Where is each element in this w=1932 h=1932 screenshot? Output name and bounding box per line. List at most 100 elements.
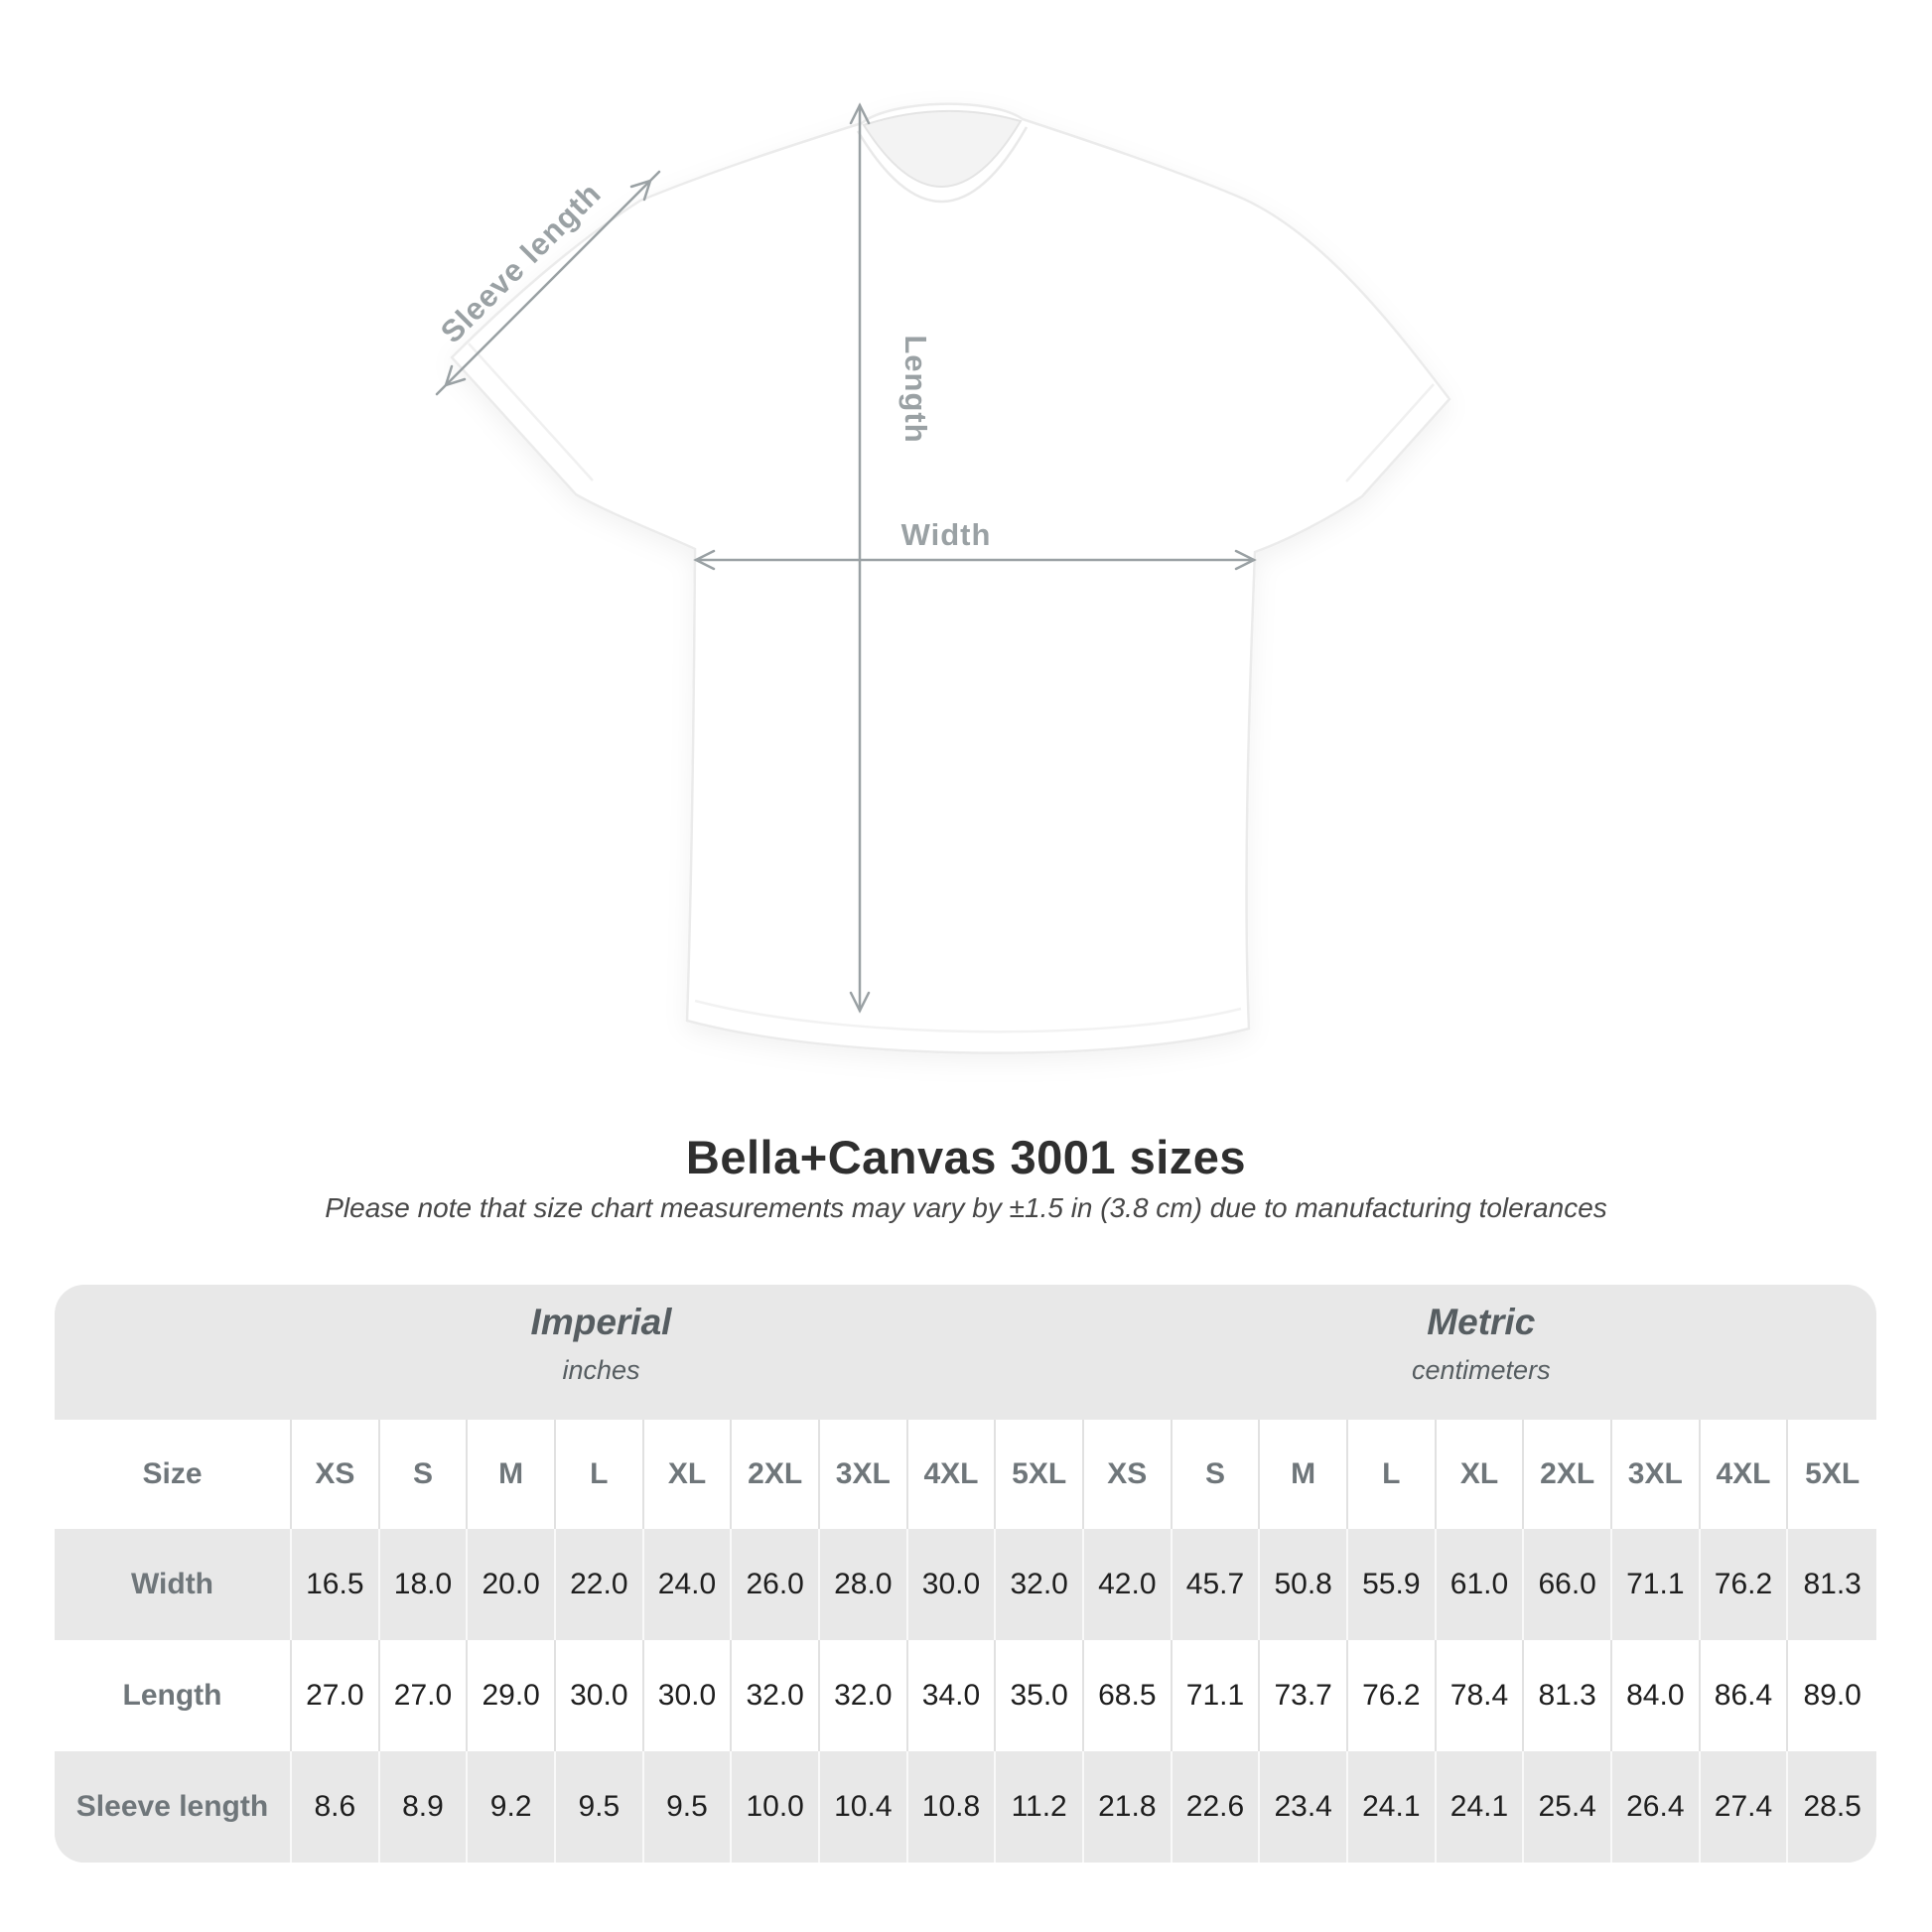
value-cell-imperial: 22.0 bbox=[556, 1529, 644, 1640]
arrowhead-icon bbox=[444, 364, 467, 387]
length-dimension: Length bbox=[849, 102, 933, 1014]
measurement-row-width: Width 16.5 18.0 20.0 22.0 24.0 26.0 28.0 30.0 32.… bbox=[55, 1529, 1876, 1640]
size-column-header-imperial: 3XL bbox=[820, 1420, 908, 1529]
value-cell-metric: 73.7 bbox=[1260, 1640, 1348, 1751]
value-cell-metric: 61.0 bbox=[1437, 1529, 1525, 1640]
page-title: Bella+Canvas 3001 sizes bbox=[685, 1131, 1247, 1183]
value-cell-metric: 68.5 bbox=[1084, 1640, 1173, 1751]
unit-header-row: Imperial inches Metric centimeters bbox=[55, 1285, 1876, 1420]
row-label-sleeve-length: Sleeve length bbox=[55, 1751, 292, 1863]
size-table: Imperial inches Metric centimeters Size X… bbox=[55, 1285, 1876, 1863]
value-cell-imperial: 24.0 bbox=[644, 1529, 733, 1640]
arrowhead-icon bbox=[693, 549, 716, 571]
value-cell-metric: 71.1 bbox=[1173, 1640, 1261, 1751]
value-cell-metric: 45.7 bbox=[1173, 1529, 1261, 1640]
value-cell-imperial: 27.0 bbox=[292, 1640, 380, 1751]
unit-group-imperial: Imperial inches bbox=[531, 1302, 672, 1386]
size-column-header-imperial: 2XL bbox=[732, 1420, 820, 1529]
value-cell-imperial: 10.8 bbox=[908, 1751, 997, 1863]
tshirt-measurement-diagram: Sleeve length Length Width bbox=[434, 102, 1451, 1054]
size-column-header-imperial: 5XL bbox=[996, 1420, 1084, 1529]
value-cell-imperial: 32.0 bbox=[820, 1640, 908, 1751]
value-cell-metric: 50.8 bbox=[1260, 1529, 1348, 1640]
arrowhead-icon bbox=[1234, 549, 1257, 571]
size-column-header-metric: 5XL bbox=[1805, 1457, 1861, 1490]
size-column-header-metric: M bbox=[1260, 1420, 1348, 1529]
value-cell-imperial: 20.0 bbox=[468, 1529, 556, 1640]
value-cell-imperial: 32.0 bbox=[732, 1640, 820, 1751]
value-cell-metric: 42.0 bbox=[1084, 1529, 1173, 1640]
value-cell-imperial: 26.0 bbox=[732, 1529, 820, 1640]
value-cell-imperial: 30.0 bbox=[644, 1640, 733, 1751]
value-cell-imperial: 9.5 bbox=[556, 1751, 644, 1863]
size-column-header-metric: 4XL bbox=[1701, 1420, 1789, 1529]
size-column-header-imperial: 4XL bbox=[908, 1420, 997, 1529]
value-cell-imperial: 32.0 bbox=[996, 1529, 1084, 1640]
value-cell-metric: 71.1 bbox=[1612, 1529, 1701, 1640]
value-cell-imperial: 30.0 bbox=[908, 1529, 997, 1640]
value-cell-metric: 25.4 bbox=[1524, 1751, 1612, 1863]
size-header-row: Size XS S M L XL 2XL 3XL 4XL 5XL XS S M L XL 2XL 3XL 4XL 5… bbox=[55, 1420, 1876, 1529]
value-cell-metric: 26.4 bbox=[1612, 1751, 1701, 1863]
value-cell-metric: 78.4 bbox=[1437, 1640, 1525, 1751]
value-cell-metric: 27.4 bbox=[1701, 1751, 1789, 1863]
measurement-row-sleeve-length: Sleeve length 8.6 8.9 9.2 9.5 9.5 10.0 10.4 10.8… bbox=[55, 1751, 1876, 1863]
measurement-row-length: Length 27.0 27.0 29.0 30.0 30.0 32.0 32.0 34.0 35… bbox=[55, 1640, 1876, 1751]
value-cell-imperial: 30.0 bbox=[556, 1640, 644, 1751]
tshirt-right-cuff-seam bbox=[1345, 383, 1435, 483]
value-cell-metric: 28.5 bbox=[1803, 1790, 1862, 1823]
arrowhead-icon bbox=[849, 102, 871, 125]
value-cell-metric: 76.2 bbox=[1701, 1529, 1789, 1640]
unit-sublabel-inches: inches bbox=[562, 1355, 640, 1385]
value-cell-imperial: 9.5 bbox=[644, 1751, 733, 1863]
value-cell-imperial: 10.0 bbox=[732, 1751, 820, 1863]
size-column-header-metric: L bbox=[1348, 1420, 1437, 1529]
value-cell-metric: 23.4 bbox=[1260, 1751, 1348, 1863]
row-label-width: Width bbox=[55, 1529, 292, 1640]
value-cell-metric: 84.0 bbox=[1612, 1640, 1701, 1751]
size-column-header-metric: XL bbox=[1437, 1420, 1525, 1529]
value-cell-imperial: 28.0 bbox=[820, 1529, 908, 1640]
value-cell-metric: 81.3 bbox=[1524, 1640, 1612, 1751]
arrowhead-icon bbox=[629, 179, 652, 202]
tshirt-body bbox=[450, 102, 1451, 1054]
value-cell-imperial: 10.4 bbox=[820, 1751, 908, 1863]
tshirt-collar-seam bbox=[856, 126, 1029, 204]
size-column-header-imperial: S bbox=[380, 1420, 469, 1529]
value-cell-metric: 24.1 bbox=[1437, 1751, 1525, 1863]
value-cell-imperial: 18.0 bbox=[380, 1529, 469, 1640]
value-cell-metric: 55.9 bbox=[1348, 1529, 1437, 1640]
size-header-label: Size bbox=[55, 1420, 292, 1529]
size-column-header-imperial: XL bbox=[644, 1420, 733, 1529]
sleeve-length-arrow-line bbox=[435, 170, 661, 396]
unit-sublabel-centimeters: centimeters bbox=[1412, 1355, 1551, 1385]
arrowhead-icon bbox=[849, 991, 871, 1014]
value-cell-metric: 24.1 bbox=[1348, 1751, 1437, 1863]
value-cell-imperial: 27.0 bbox=[380, 1640, 469, 1751]
value-cell-metric: 22.6 bbox=[1173, 1751, 1261, 1863]
tolerance-note: Please note that size chart measurements… bbox=[325, 1192, 1607, 1223]
width-dimension: Width bbox=[693, 517, 1257, 571]
value-cell-imperial: 8.6 bbox=[292, 1751, 380, 1863]
row-label-length: Length bbox=[55, 1640, 292, 1751]
size-column-header-imperial: M bbox=[468, 1420, 556, 1529]
size-column-header-imperial: XS bbox=[292, 1420, 380, 1529]
size-column-header-imperial: L bbox=[556, 1420, 644, 1529]
value-cell-metric: 66.0 bbox=[1524, 1529, 1612, 1640]
unit-label-metric: Metric bbox=[1427, 1302, 1536, 1342]
size-column-header-metric: 2XL bbox=[1524, 1420, 1612, 1529]
value-cell-imperial: 9.2 bbox=[468, 1751, 556, 1863]
value-cell-imperial: 34.0 bbox=[908, 1640, 997, 1751]
tshirt-left-cuff-seam bbox=[468, 343, 594, 482]
tshirt-photo bbox=[450, 102, 1451, 1054]
size-column-header-metric: S bbox=[1173, 1420, 1261, 1529]
value-cell-imperial: 35.0 bbox=[996, 1640, 1084, 1751]
width-label: Width bbox=[901, 517, 992, 552]
value-cell-metric: 81.3 bbox=[1803, 1568, 1862, 1600]
tshirt-neck-opening bbox=[862, 109, 1023, 188]
size-column-header-metric: XS bbox=[1084, 1420, 1173, 1529]
unit-label-imperial: Imperial bbox=[530, 1302, 672, 1342]
value-cell-metric: 21.8 bbox=[1084, 1751, 1173, 1863]
value-cell-metric: 86.4 bbox=[1701, 1640, 1789, 1751]
